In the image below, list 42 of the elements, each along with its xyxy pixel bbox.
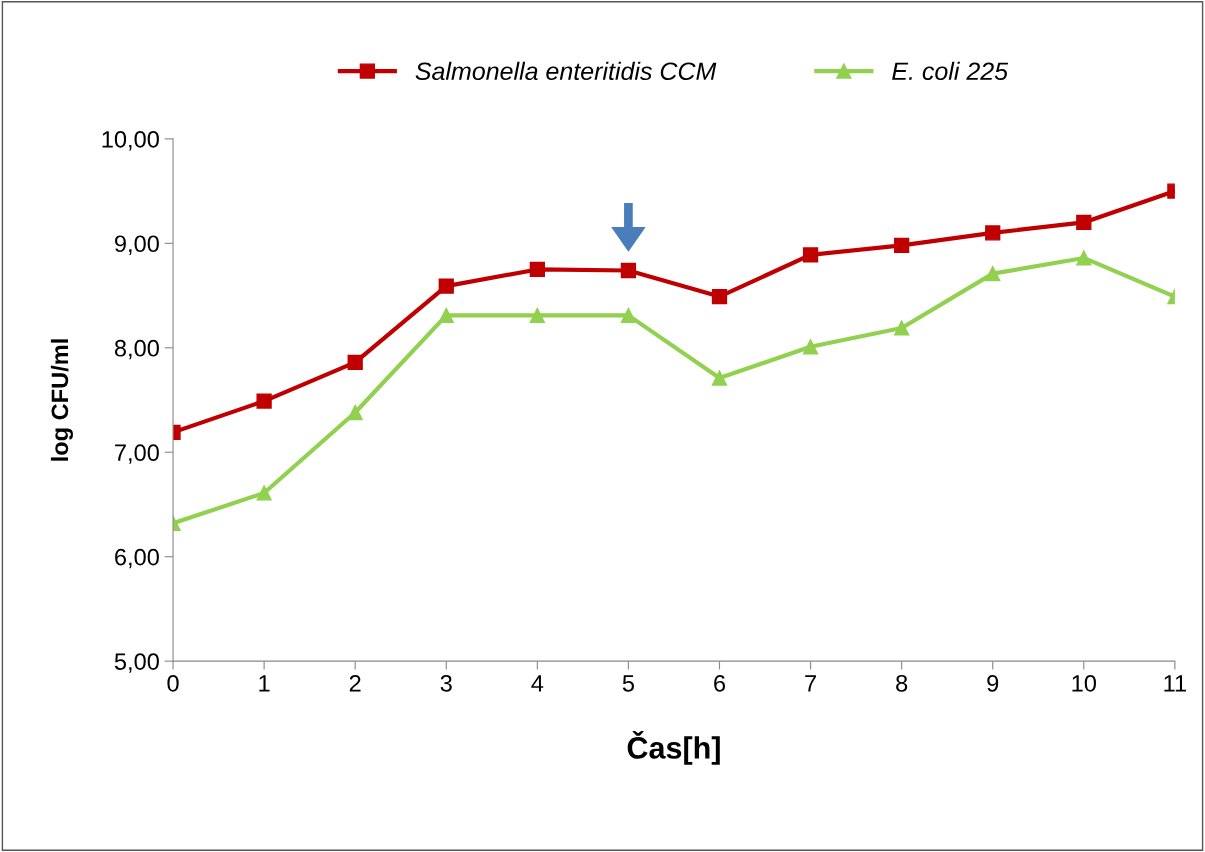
- x-tick-label: 3: [440, 674, 452, 692]
- point: [438, 278, 454, 294]
- x-tick-label: 7: [805, 675, 816, 692]
- legend-label: E. coli 225: [892, 61, 1009, 81]
- point: [438, 307, 454, 324]
- point: [620, 262, 637, 279]
- point: [1076, 250, 1092, 266]
- x-tick-label: 10: [1072, 674, 1097, 692]
- x-tick-label: 2: [349, 674, 361, 692]
- x-tick-label: 11: [1164, 675, 1186, 692]
- point: [711, 288, 728, 305]
- point: [529, 261, 545, 278]
- point: [529, 307, 545, 324]
- x-tick-label: 0: [167, 674, 179, 692]
- x-tick-label: 4: [531, 675, 544, 692]
- point: [256, 485, 272, 501]
- point: [894, 237, 910, 254]
- point: [802, 339, 819, 355]
- point: [1076, 214, 1092, 231]
- point: [985, 265, 1001, 282]
- y-tick-label: 10,00: [102, 130, 159, 151]
- point: [711, 370, 728, 386]
- legend-label: Salmonella enteritidis CCM: [415, 61, 717, 81]
- point: [347, 354, 363, 371]
- point: [985, 225, 1001, 241]
- y-tick-label: 8,00: [114, 339, 159, 360]
- x-tick-label: 1: [259, 675, 270, 692]
- point: [347, 404, 363, 421]
- x-tick-label: 5: [622, 675, 634, 692]
- point: [256, 393, 272, 409]
- x-tick-label: 9: [987, 674, 999, 692]
- point: [620, 307, 637, 324]
- y-axis-title: log CFU/ml: [50, 339, 73, 461]
- x-tick-label: 6: [714, 674, 726, 692]
- y-tick-label: 9,00: [115, 235, 159, 255]
- y-tick-label: 5,00: [114, 653, 159, 673]
- x-tick-label: 8: [896, 674, 908, 692]
- point: [894, 320, 910, 336]
- x-axis-title: Čas[h]: [627, 731, 720, 765]
- y-tick-label: 7,00: [115, 444, 159, 464]
- point: [802, 247, 819, 263]
- y-tick-label: 6,00: [115, 548, 159, 569]
